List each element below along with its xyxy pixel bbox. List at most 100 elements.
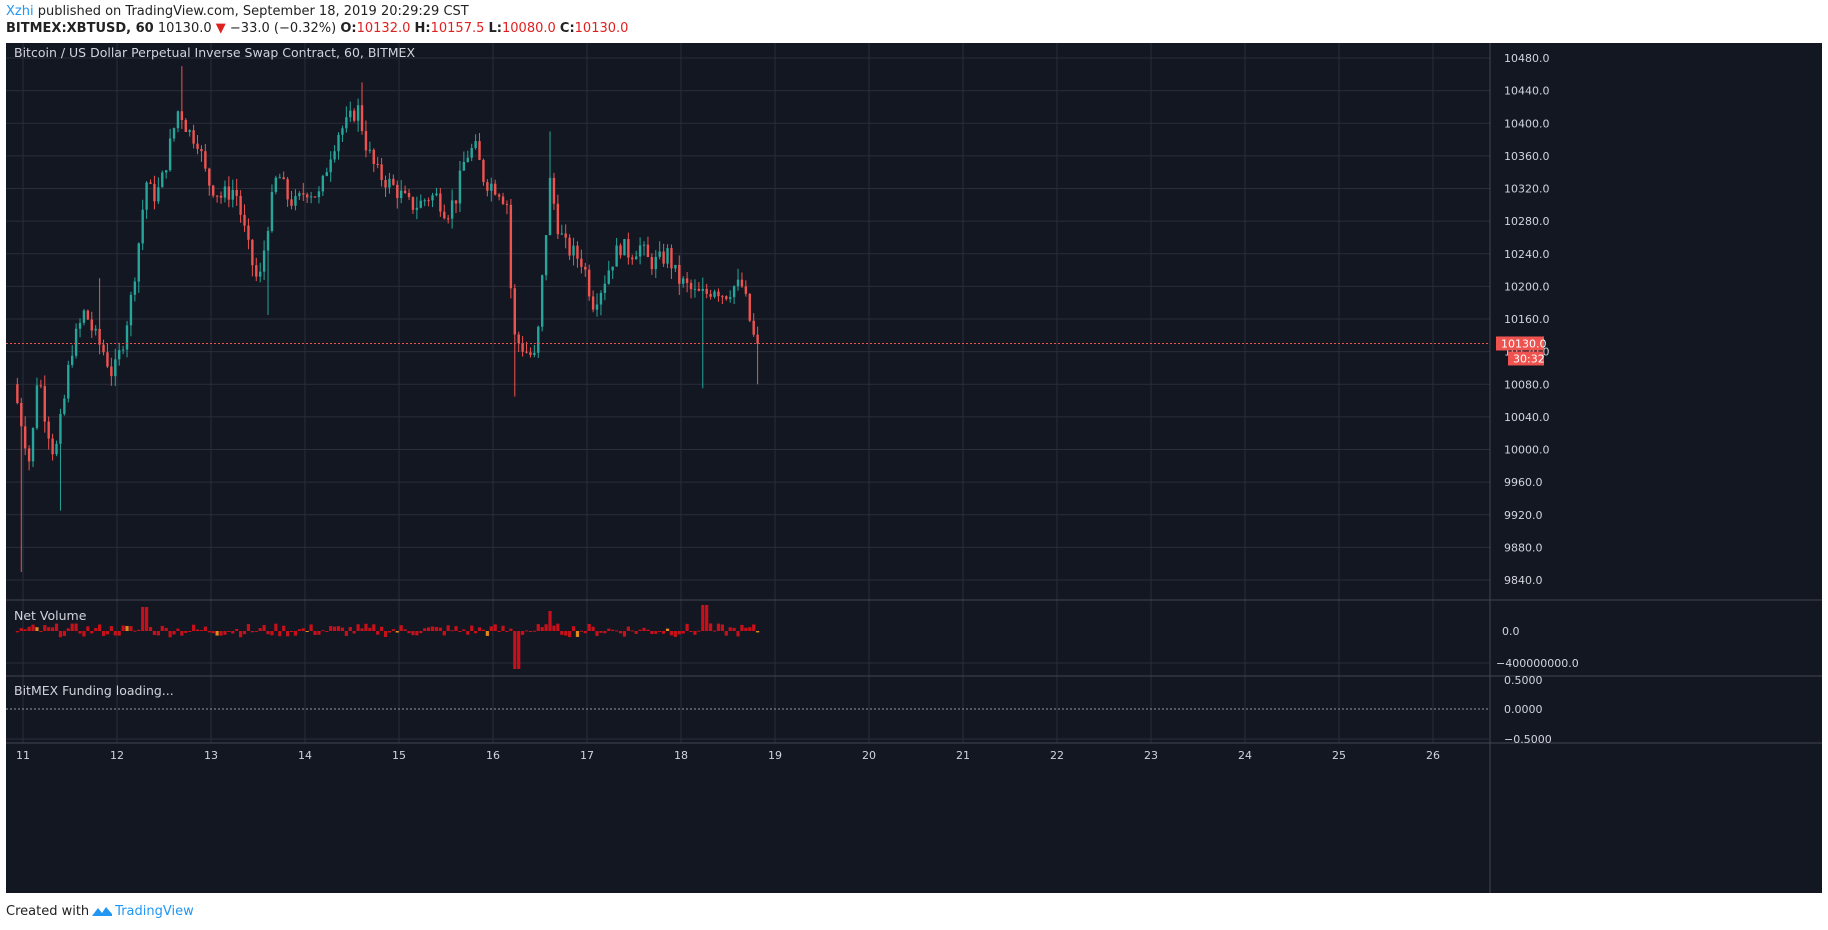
candle-body [282, 177, 285, 180]
candle-body [607, 270, 610, 284]
net-volume-bar [481, 629, 486, 631]
candle-body [697, 288, 701, 291]
open-label: O: [340, 21, 357, 36]
candle-body [47, 421, 50, 439]
candle-body [560, 233, 563, 235]
candle-body [533, 352, 536, 355]
net-volume-bar [117, 631, 121, 636]
net-volume-bar [607, 628, 611, 631]
net-volume-bar [622, 631, 627, 637]
candle-body [744, 286, 748, 294]
volume-layer [15, 605, 760, 669]
net-volume-bar [693, 631, 697, 635]
net-volume-bar [23, 629, 27, 631]
net-volume-bar [658, 631, 662, 633]
net-volume-bar [634, 631, 638, 634]
time-tick-label: 20 [862, 749, 876, 762]
net-volume-bar [333, 626, 337, 631]
net-volume-bar [669, 631, 674, 636]
net-volume-bar [195, 629, 200, 631]
candle-body [274, 177, 278, 192]
ohlc-legend: BITMEX:XBTUSD, 60 10130.0 ▼ −33.0 (−0.32… [6, 21, 628, 37]
funding-pane-title: BitMEX Funding loading... [14, 683, 174, 698]
candle-body [654, 256, 657, 270]
candle-body [431, 195, 434, 201]
net-volume-bar [258, 628, 262, 631]
tradingview-link[interactable]: TradingView [115, 904, 194, 919]
candle-body [678, 264, 681, 284]
net-volume-bar [430, 626, 435, 631]
net-volume-bar [94, 628, 98, 631]
candle-body [106, 352, 109, 367]
candle-body [521, 343, 524, 352]
net-volume-bar [86, 626, 90, 631]
net-volume-bar [489, 626, 493, 631]
candle-body [196, 143, 199, 150]
net-volume-bar [129, 626, 133, 631]
net-volume-bar [383, 631, 388, 637]
net-volume-bar [493, 624, 497, 631]
candle-body [290, 199, 293, 206]
net-volume-bar [458, 631, 462, 632]
candle-body [525, 351, 528, 353]
price-tick-label: 9920.0 [1504, 509, 1543, 522]
net-volume-bar [556, 623, 560, 631]
countdown-label: 30:32 [1513, 352, 1545, 365]
candle-body [419, 200, 422, 208]
net-volume-bar [39, 631, 43, 632]
author-link[interactable]: Xzhi [6, 4, 34, 19]
chart-area[interactable]: 10480.0 10440.0 10400.0 10360.0 10320.0 10280… [6, 43, 1822, 893]
net-volume-bar [724, 631, 728, 636]
candle-body [67, 364, 70, 399]
net-volume-bar [732, 627, 736, 631]
candle-body [333, 151, 336, 160]
net-volume-bar [66, 628, 70, 631]
time-tick-label: 16 [486, 749, 500, 762]
candle-body [364, 131, 368, 151]
candle-body [86, 310, 90, 320]
net-volume-bar [172, 631, 176, 635]
net-volume-bar [720, 624, 724, 631]
net-volume-bar [98, 624, 102, 631]
time-tick-label: 21 [956, 749, 970, 762]
candle-body [603, 283, 607, 293]
net-volume-bar [497, 631, 501, 632]
candle-body [63, 398, 66, 414]
net-volume-bar [278, 631, 282, 637]
net-volume-bar [575, 631, 580, 637]
candle-body [137, 243, 140, 282]
net-volume-bar [544, 624, 548, 631]
candle-body [243, 214, 246, 226]
net-volume-bar [289, 631, 294, 632]
candle-body [376, 163, 379, 165]
candle-body [713, 291, 716, 297]
net-volume-bar [109, 626, 113, 631]
candle-body [35, 385, 39, 429]
net-volume-bar [517, 631, 521, 669]
candle-body [450, 200, 454, 219]
net-volume-bar [474, 631, 478, 634]
net-volume-bar [427, 627, 431, 631]
volume-tick-label: 0.0 [1502, 625, 1520, 638]
candle-body [462, 161, 466, 171]
net-volume-bar [78, 631, 82, 634]
net-volume-bar [164, 627, 168, 631]
grid-layer [6, 43, 1822, 893]
candle-body [211, 185, 215, 196]
candle-body [439, 193, 442, 212]
candle-body [188, 130, 191, 132]
footer: Created with TradingView [6, 904, 194, 919]
net-volume-bar [70, 623, 74, 631]
net-volume-bar [450, 630, 454, 632]
chart-canvas[interactable]: 10480.0 10440.0 10400.0 10360.0 10320.0 10280… [6, 43, 1822, 893]
candle-body [208, 168, 211, 186]
candle-body [619, 245, 622, 256]
candle-body [709, 293, 712, 297]
candle-body [427, 200, 430, 202]
last-price-text: 10130.0 [157, 21, 212, 36]
net-volume-bar [438, 627, 442, 631]
net-volume-bar [184, 631, 188, 633]
net-volume-bar [348, 627, 352, 631]
net-volume-bar [705, 605, 709, 631]
candle-body [693, 288, 697, 290]
